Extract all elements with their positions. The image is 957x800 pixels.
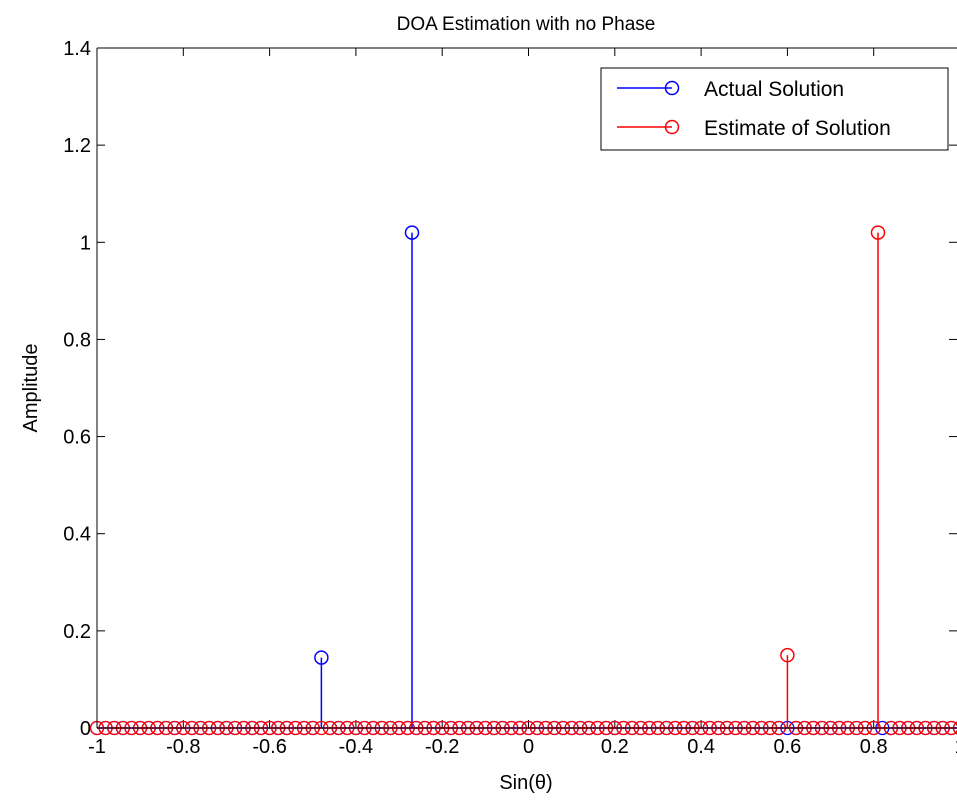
y-tick-label: 0.2 — [63, 621, 91, 643]
legend-box — [600, 67, 949, 151]
x-tick-label: 0 — [523, 736, 534, 758]
y-tick-label: 1 — [80, 232, 91, 254]
legend-marker-estimate — [664, 119, 680, 135]
legend-marker-actual — [664, 80, 680, 96]
x-tick-label: -0.8 — [166, 736, 200, 758]
plot-area — [97, 48, 957, 728]
legend: Actual Solution Estimate of Solution — [600, 67, 949, 151]
y-tick-label: 0.4 — [63, 524, 91, 546]
stems — [89, 225, 957, 736]
stem-marker — [870, 225, 886, 240]
x-tick-label: -1 — [88, 736, 106, 758]
x-tick-label: 1 — [954, 736, 957, 758]
x-tick-label: -0.4 — [339, 736, 373, 758]
y-axis-label: Amplitude — [20, 344, 42, 433]
x-ticks: -1 -0.8 -0.6 -0.4 -0.2 0 0.2 0.4 0.6 0.8 1 — [88, 48, 957, 758]
stem-marker — [780, 647, 795, 663]
legend-label-actual: Actual Solution — [704, 78, 844, 101]
x-axis-label: Sin(θ) — [499, 772, 552, 794]
stem-marker — [404, 225, 420, 240]
legend-label-estimate: Estimate of Solution — [704, 117, 891, 140]
chart-title: DOA Estimation with no Phase — [397, 14, 656, 35]
x-tick-label: 0.4 — [687, 736, 715, 758]
x-tick-label: -0.2 — [425, 736, 459, 758]
y-tick-label: 0 — [80, 718, 91, 740]
y-tick-label: 1.2 — [63, 135, 91, 157]
x-tick-label: -0.6 — [252, 736, 286, 758]
y-ticks: 0 0.2 0.4 0.6 0.8 1 1.2 1.4 — [63, 38, 957, 740]
y-tick-label: 0.8 — [63, 329, 91, 351]
x-tick-label: 0.2 — [601, 736, 629, 758]
y-tick-label: 1.4 — [63, 38, 91, 60]
x-tick-label: 0.6 — [773, 736, 801, 758]
x-tick-label: 0.8 — [860, 736, 888, 758]
stem-marker — [314, 650, 329, 665]
y-tick-label: 0.6 — [63, 427, 91, 449]
